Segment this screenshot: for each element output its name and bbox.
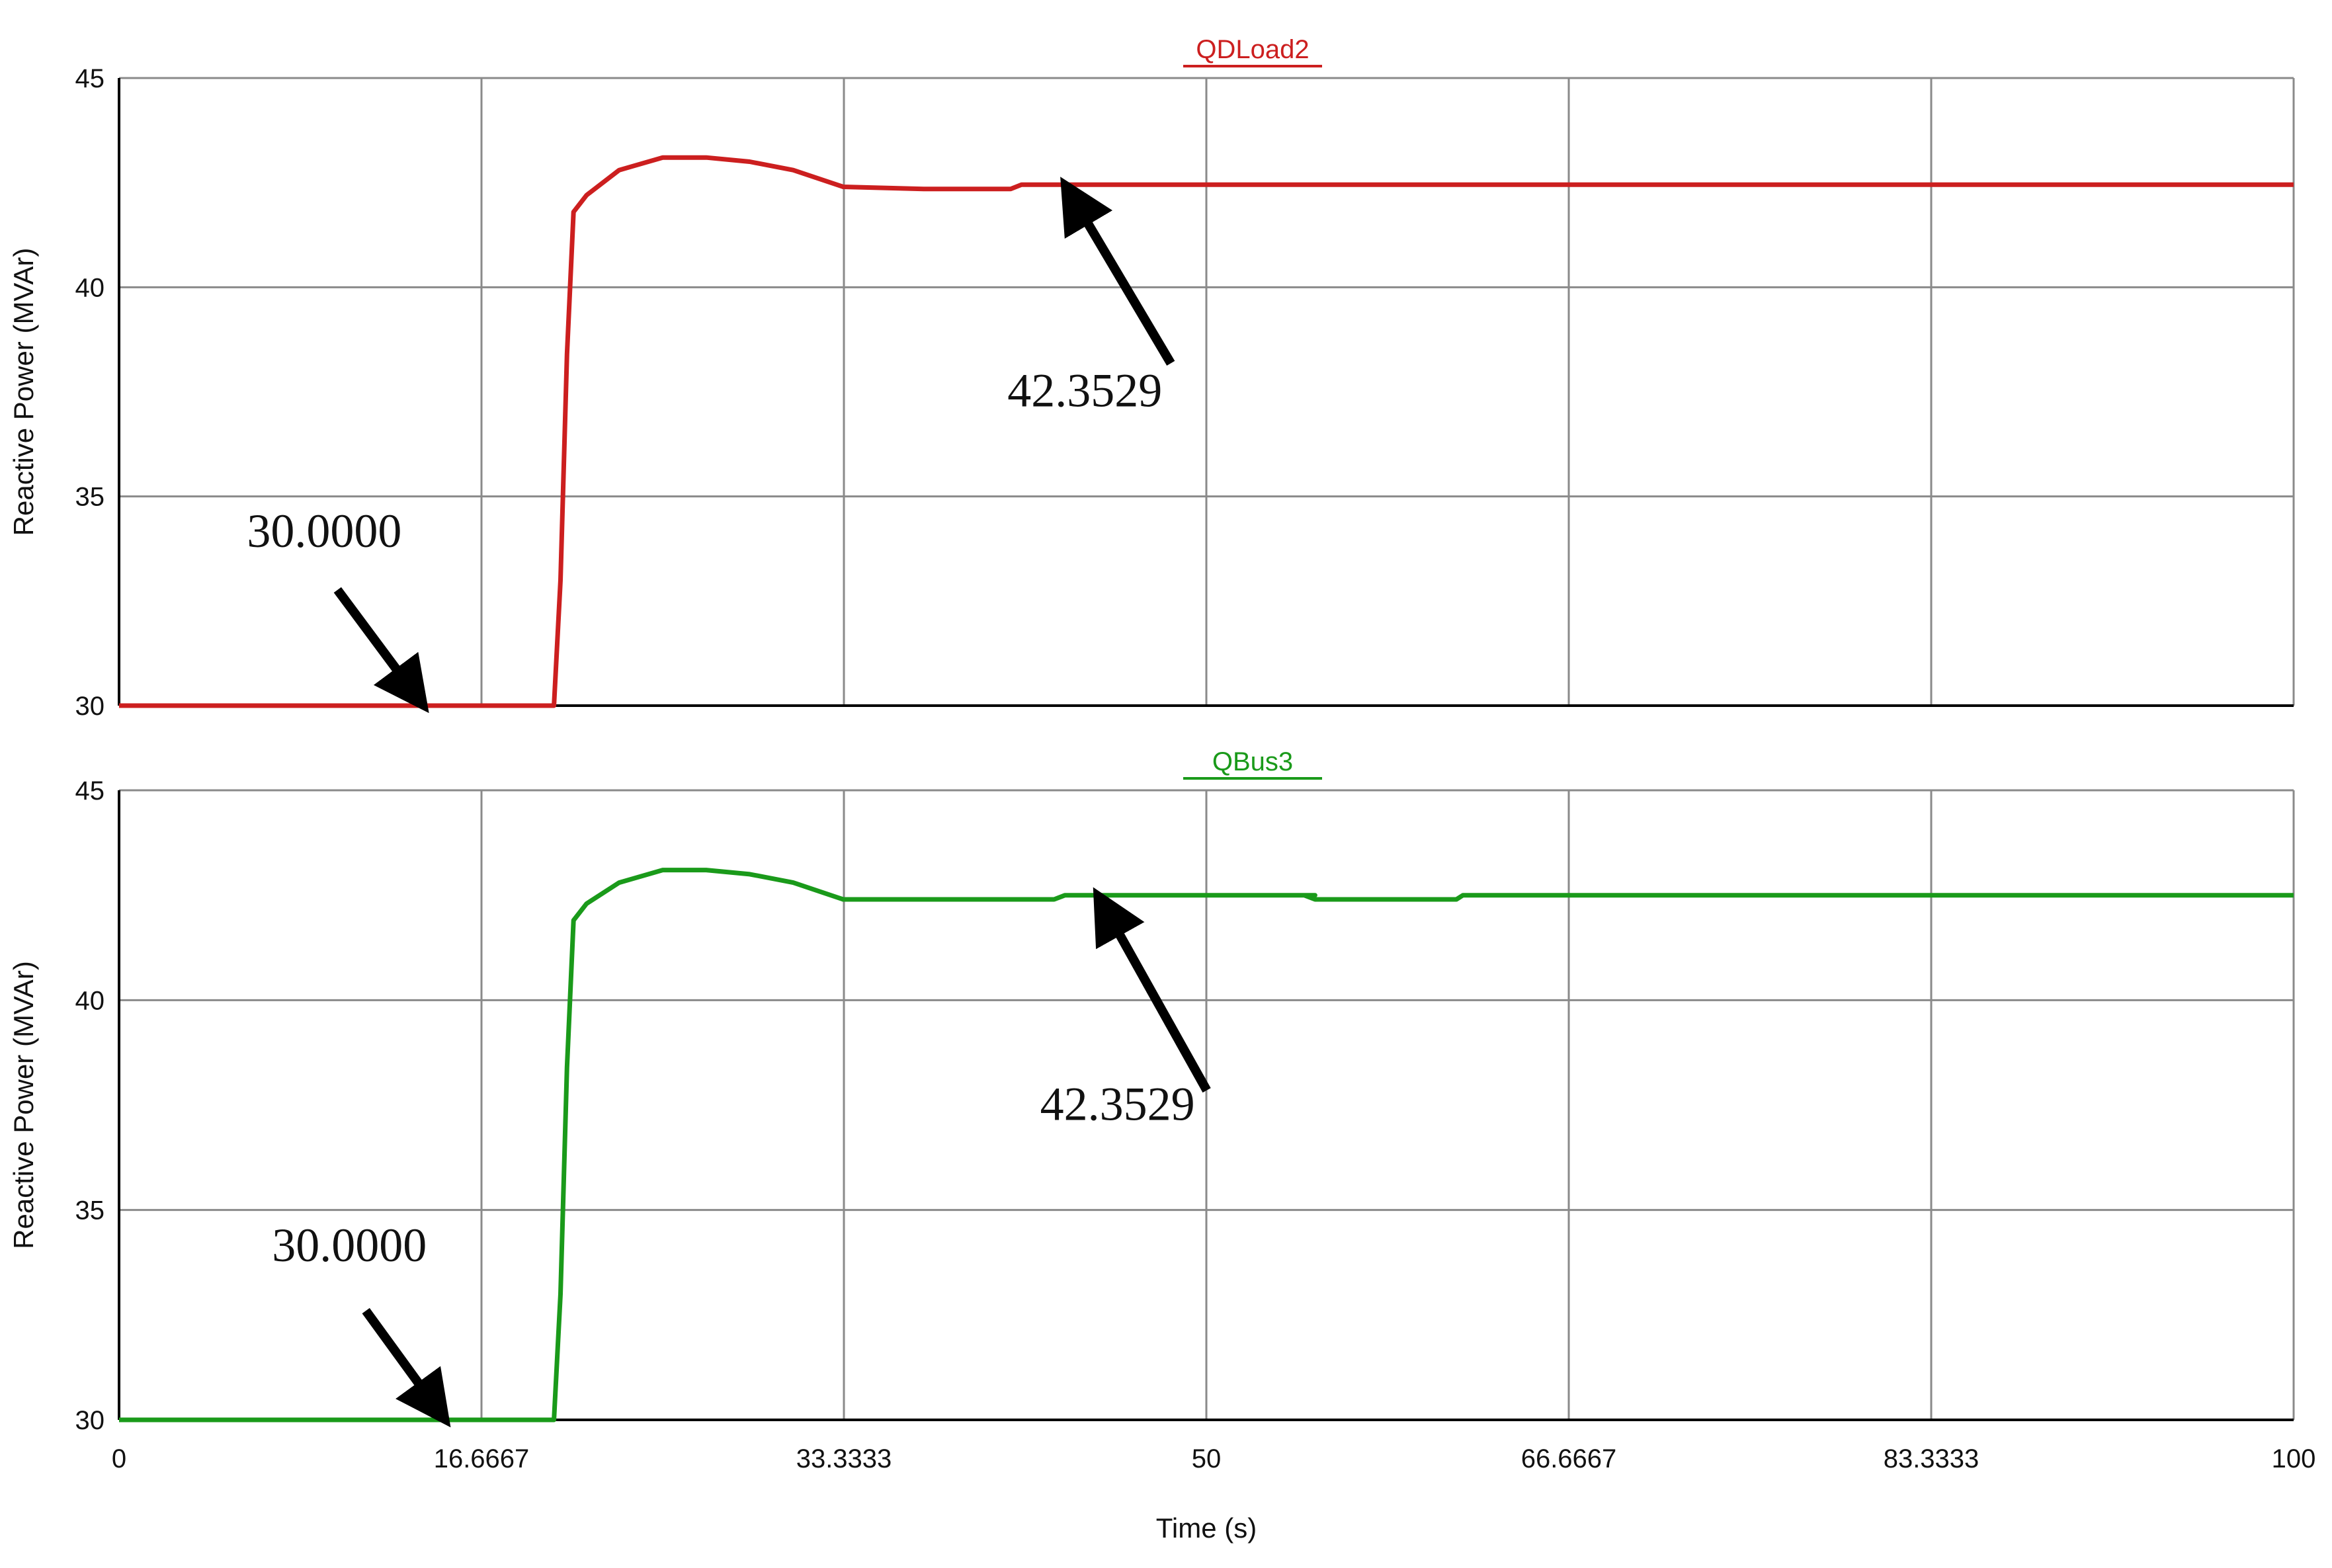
- x-axis-label: Time (s): [1156, 1512, 1257, 1544]
- x-tick-label: 33.3333: [796, 1444, 892, 1473]
- annotation-arrow: [1060, 177, 1175, 366]
- y-axis-label: Reactive Power (MVAr): [8, 248, 39, 536]
- annotation-label: 42.3529: [1007, 364, 1162, 417]
- y-tick-label: 40: [75, 986, 105, 1015]
- x-tick-label: 66.6667: [1521, 1444, 1617, 1473]
- annotation-arrow: [1093, 887, 1211, 1093]
- x-tick-label: 0: [112, 1444, 126, 1473]
- annotation-label: 42.3529: [1040, 1078, 1195, 1131]
- x-tick-label: 100: [2272, 1444, 2316, 1473]
- y-tick-label: 30: [75, 1406, 105, 1435]
- annotation-label: 30.0000: [272, 1219, 427, 1272]
- annotation-arrow: [333, 587, 429, 714]
- chart-title: QDLoad2: [1196, 35, 1309, 64]
- y-axis-label: Reactive Power (MVAr): [8, 961, 39, 1249]
- x-tick-label: 16.6667: [434, 1444, 530, 1473]
- y-tick-label: 35: [75, 1196, 105, 1225]
- annotation-arrow: [362, 1307, 451, 1428]
- series-line-QDLoad2: [119, 155, 2294, 708]
- chart-panel-1: 30 35 40 45 0 16.6667 33.3333 50 66.6667 83.3333 1…: [8, 747, 2315, 1544]
- chart-title: QBus3: [1212, 747, 1293, 776]
- series-line-QBus3: [119, 868, 2294, 1423]
- y-tick-label: 45: [75, 776, 105, 805]
- x-tick-label: 83.3333: [1884, 1444, 1979, 1473]
- chart-panel-0: 30 35 40 45 Reactive Power (MVAr) QDLoad2 30.0…: [8, 35, 2295, 721]
- x-tick-label: 50: [1192, 1444, 1222, 1473]
- y-tick-label: 30: [75, 692, 105, 721]
- y-tick-label: 40: [75, 273, 105, 302]
- y-tick-label: 45: [75, 64, 105, 93]
- annotation-label: 30.0000: [247, 505, 401, 557]
- y-tick-label: 35: [75, 483, 105, 512]
